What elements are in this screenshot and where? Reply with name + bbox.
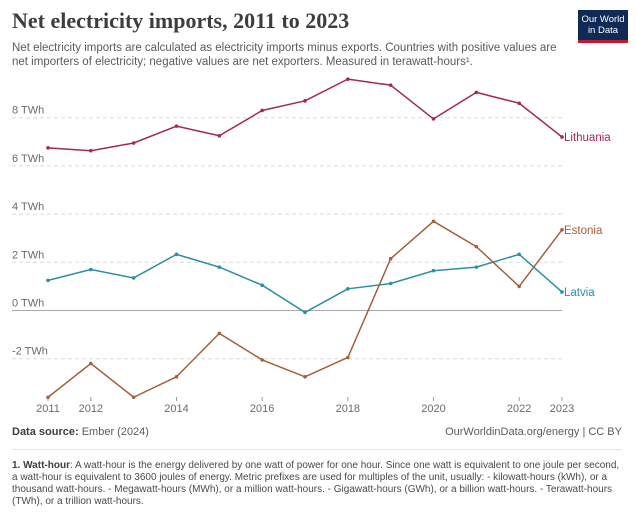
data-point-lithuania[interactable] [260, 108, 264, 113]
y-tick-label: 2 TWh [12, 249, 44, 261]
data-point-latvia[interactable] [560, 290, 564, 294]
series-label-latvia[interactable]: Latvia [564, 287, 595, 299]
data-point-estonia[interactable] [46, 395, 50, 400]
data-point-lithuania[interactable] [346, 77, 350, 81]
logo-line-1: Our World [581, 14, 625, 25]
y-tick-label: 4 TWh [12, 201, 44, 213]
data-source-value[interactable]: Ember (2024) [81, 426, 149, 438]
data-point-lithuania[interactable] [474, 90, 479, 95]
data-point-estonia[interactable] [388, 256, 393, 261]
logo-line-2: in Data [587, 25, 619, 36]
x-tick-label: 2012 [79, 403, 103, 415]
data-point-lithuania[interactable] [560, 135, 564, 139]
data-point-lithuania[interactable] [46, 146, 50, 150]
data-point-latvia[interactable] [388, 281, 393, 286]
footnote: 1. Watt-hour: A watt-hour is the energy … [12, 460, 624, 508]
data-point-lithuania[interactable] [89, 148, 93, 153]
series-label-estonia[interactable]: Estonia [564, 225, 603, 237]
data-point-lithuania[interactable] [217, 133, 222, 138]
data-point-estonia[interactable] [431, 219, 436, 224]
data-point-latvia[interactable] [174, 252, 179, 257]
x-tick-label: 2022 [507, 403, 531, 415]
footer-divider [12, 449, 622, 450]
credit-link[interactable]: OurWorldinData.org/energy | CC BY [445, 426, 622, 438]
x-tick-label: 2020 [421, 403, 445, 415]
data-point-lithuania[interactable] [174, 124, 179, 128]
x-tick-label: 2011 [36, 403, 60, 415]
data-point-estonia[interactable] [474, 244, 479, 249]
data-point-latvia[interactable] [89, 267, 93, 272]
series-line-latvia[interactable] [47, 253, 563, 314]
label-layer: Lithuania Latvia Estonia [564, 132, 611, 299]
data-point-estonia[interactable] [174, 374, 179, 379]
data-point-latvia[interactable] [517, 252, 521, 257]
data-point-latvia[interactable] [431, 268, 436, 273]
data-point-lithuania[interactable] [431, 117, 436, 121]
owid-logo[interactable]: Our World in Data [578, 10, 628, 43]
series-line-lithuania[interactable] [47, 78, 563, 152]
footnote-label: 1. Watt-hour [12, 460, 70, 471]
line-chart: -2 TWh 0 TWh 2 TWh 4 TWh 6 TWh 8 TWh 2011 2012 2… [12, 77, 611, 415]
data-point-estonia[interactable] [517, 284, 521, 289]
data-point-estonia[interactable] [217, 331, 222, 336]
footnote-text: : A watt-hour is the energy delivered by… [12, 460, 620, 507]
y-tick-label: 6 TWh [12, 153, 44, 165]
data-point-lithuania[interactable] [131, 141, 136, 145]
data-point-latvia[interactable] [474, 265, 479, 269]
x-tick-label: 2018 [336, 403, 360, 415]
data-point-estonia[interactable] [303, 374, 307, 379]
series-line-estonia[interactable] [47, 220, 563, 399]
x-tick-label: 2023 [550, 403, 574, 415]
data-point-latvia[interactable] [260, 283, 264, 287]
chart-subtitle: Net electricity imports are calculated a… [12, 42, 557, 68]
series-label-lithuania[interactable]: Lithuania [564, 132, 611, 144]
data-point-estonia[interactable] [560, 227, 564, 232]
grid-layer: -2 TWh 0 TWh 2 TWh 4 TWh 6 TWh 8 TWh 2011 2012 2… [12, 105, 574, 415]
data-point-lithuania[interactable] [388, 83, 393, 87]
y-tick-label: 8 TWh [12, 105, 44, 117]
data-point-latvia[interactable] [346, 287, 350, 291]
x-tick-label: 2016 [250, 403, 274, 415]
data-point-estonia[interactable] [346, 355, 350, 360]
x-tick-label: 2014 [164, 403, 188, 415]
series-layer [46, 77, 564, 400]
chart-title: Net electricity imports, 2011 to 2023 [12, 8, 350, 33]
y-tick-label: -2 TWh [12, 346, 48, 358]
data-point-estonia[interactable] [131, 395, 136, 400]
data-point-latvia[interactable] [217, 265, 222, 269]
data-point-lithuania[interactable] [517, 101, 521, 106]
y-tick-label: 0 TWh [12, 298, 44, 310]
data-point-latvia[interactable] [131, 276, 136, 280]
data-point-lithuania[interactable] [303, 99, 307, 103]
data-source-label: Data source: [12, 426, 79, 438]
data-source: Data source: Ember (2024) [12, 426, 149, 438]
data-point-estonia[interactable] [260, 358, 264, 362]
data-point-latvia[interactable] [303, 310, 307, 315]
data-point-estonia[interactable] [89, 361, 93, 366]
data-point-latvia[interactable] [46, 278, 50, 283]
